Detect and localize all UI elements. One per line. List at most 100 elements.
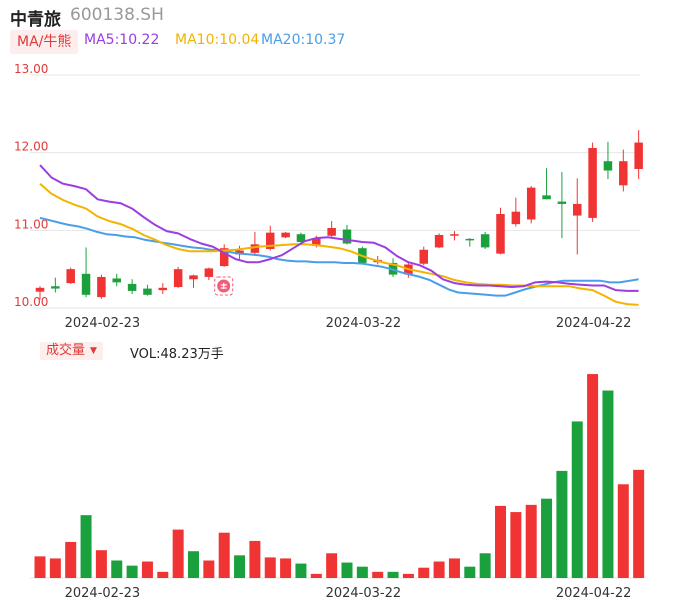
volume-bar (310, 573, 322, 578)
candle-body (634, 142, 643, 169)
ma5-readout: MA5:10.22 (84, 32, 160, 48)
volume-bar (495, 505, 506, 578)
volume-bar (387, 571, 399, 578)
volume-bar (95, 550, 107, 578)
candle-body (480, 234, 490, 248)
candle-body (511, 211, 521, 225)
volume-tag-label: 成交量 (46, 343, 86, 358)
volume-bar (80, 515, 92, 578)
y-tick-label: 11.00 (14, 217, 48, 231)
volume-bar (295, 563, 307, 578)
candle-body (281, 232, 290, 238)
x-tick-label-volume: 2024-04-22 (556, 586, 632, 601)
candle-body (588, 148, 597, 218)
volume-bar (65, 541, 77, 578)
candle-body (112, 278, 121, 283)
volume-bar (587, 374, 599, 578)
volume-bar (341, 562, 353, 578)
candle-body (603, 161, 613, 171)
volume-bar (280, 558, 292, 578)
volume-readout: VOL:48.23万手 (130, 347, 224, 362)
candle-body (557, 201, 567, 204)
caret-down-icon: ▼ (90, 346, 97, 356)
x-tick-label-price: 2024-04-22 (556, 316, 632, 331)
ma10-readout: MA10:10.04 (175, 32, 260, 48)
candle-body (419, 249, 428, 264)
y-tick-label: 13.00 (14, 62, 48, 76)
volume-bar (234, 555, 246, 578)
volume-bar (571, 421, 583, 578)
bull-badge-glyph (220, 283, 227, 289)
x-tick-label-price: 2024-03-22 (326, 316, 402, 331)
volume-bar (541, 498, 553, 578)
candle-body (143, 288, 152, 295)
candle-body (542, 195, 551, 200)
x-tick-label-volume: 2024-03-22 (326, 586, 402, 601)
candle-body (219, 248, 229, 267)
ma10-line (39, 182, 639, 306)
volume-bar (111, 560, 123, 578)
volume-bar (34, 556, 46, 578)
candle-body (327, 228, 336, 236)
volume-bar (433, 561, 445, 578)
volume-bar (188, 551, 199, 578)
ma20-readout: MA20:10.37 (261, 32, 346, 48)
volume-bar (525, 504, 537, 578)
candle-body (266, 232, 275, 249)
candle-body (465, 238, 475, 241)
volume-bar (203, 560, 215, 578)
volume-bar (372, 571, 384, 578)
y-tick-label: 12.00 (14, 140, 48, 154)
candle-body (450, 234, 459, 236)
candle-body (97, 276, 106, 298)
candle-body (342, 229, 352, 244)
volume-bar (218, 532, 230, 578)
candle-body (189, 275, 198, 280)
volume-bar (479, 553, 491, 578)
volume-bar (157, 571, 169, 578)
volume-indicator-selector[interactable]: 成交量 ▼ (40, 342, 103, 360)
candle-body (35, 287, 45, 292)
stock-name: 中青旅 (10, 10, 61, 30)
volume-bar (49, 558, 61, 578)
volume-bar (510, 512, 522, 578)
ma-indicator-selector[interactable]: MA/牛熊 (10, 30, 79, 54)
volume-bar (126, 565, 138, 578)
x-tick-label-price: 2024-02-23 (65, 316, 141, 331)
volume-bar (326, 553, 338, 578)
y-tick-label: 10.00 (14, 295, 48, 309)
volume-bar (556, 470, 568, 578)
volume-bar (602, 390, 614, 578)
candle-body (296, 234, 306, 242)
volume-bar (448, 558, 460, 578)
candle-body (51, 286, 60, 289)
volume-bar (402, 573, 414, 578)
candle-body (573, 203, 582, 216)
volume-bar (356, 566, 368, 578)
candle-body (250, 244, 260, 253)
candle-body (235, 250, 244, 255)
candle-body (204, 268, 214, 277)
volume-bar (264, 557, 276, 578)
volume-bar (617, 484, 629, 578)
stock-code: 600138.SH (70, 5, 164, 25)
ma5-line (39, 164, 639, 292)
candle-body (434, 234, 444, 248)
volume-bar (418, 567, 430, 578)
candle-body (619, 161, 628, 186)
candle-body (81, 273, 91, 295)
candle-body (173, 269, 183, 288)
volume-bar (141, 561, 153, 578)
x-tick-label-volume: 2024-02-23 (65, 586, 141, 601)
candle-body (127, 283, 137, 291)
candle-body (312, 238, 321, 246)
candle-body (496, 214, 505, 254)
volume-bar (633, 469, 645, 578)
volume-bar (249, 540, 261, 578)
candle-body (158, 287, 168, 291)
volume-bar (172, 529, 184, 578)
candle-body (66, 269, 75, 284)
candle-body (526, 187, 536, 220)
volume-bar (464, 566, 476, 578)
